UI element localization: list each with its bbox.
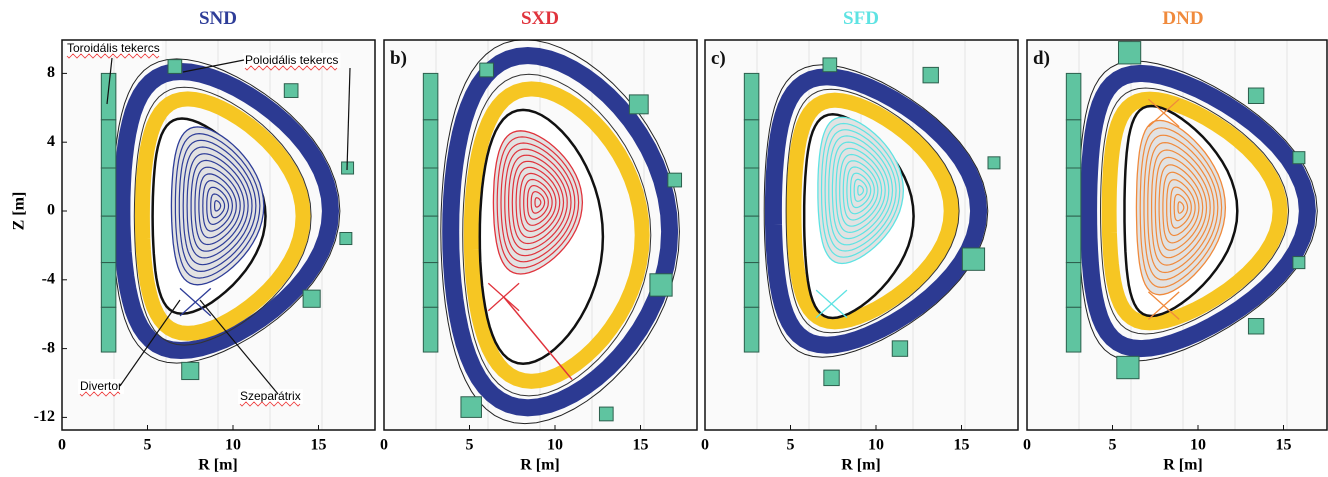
central-solenoid <box>101 168 116 216</box>
y-tick-label: 8 <box>47 64 55 81</box>
annotation: Toroidális tekercs <box>67 41 160 55</box>
pf-coil <box>892 341 907 356</box>
x-tick-label: 5 <box>466 437 474 454</box>
pf-coil <box>823 58 837 72</box>
y-tick-label: 0 <box>47 202 55 219</box>
central-solenoid <box>1066 168 1081 216</box>
central-solenoid <box>101 263 116 308</box>
y-tick-label: -8 <box>42 339 55 356</box>
x-tick-label: 15 <box>954 437 970 454</box>
pf-coil <box>668 173 682 187</box>
panel-title: DND <box>1162 8 1203 29</box>
central-solenoid <box>423 263 438 308</box>
x-tick-label: 10 <box>547 437 563 454</box>
pf-coil <box>340 233 352 245</box>
panel-label: c) <box>711 48 726 69</box>
panel <box>705 40 1018 430</box>
y-tick-label: -4 <box>42 270 55 287</box>
panel-label: b) <box>390 48 407 69</box>
pf-coil <box>480 63 494 77</box>
pf-coil <box>650 274 672 296</box>
annotation: Poloidális tekercs <box>245 53 338 67</box>
central-solenoid <box>1066 307 1081 352</box>
pf-coil <box>599 407 613 421</box>
central-solenoid <box>744 307 759 352</box>
pf-coil <box>824 370 839 385</box>
x-tick-label: 0 <box>701 437 709 454</box>
panel-title: SXD <box>521 8 559 29</box>
pf-coil <box>962 248 984 270</box>
x-tick-label: 10 <box>225 437 241 454</box>
x-tick-label: 10 <box>1190 437 1206 454</box>
annotation: Szeparátrix <box>240 389 301 403</box>
x-axis-label: R [m] <box>198 457 238 474</box>
central-solenoid <box>1066 263 1081 308</box>
y-tick-label: -12 <box>34 408 55 425</box>
x-tick-label: 5 <box>144 437 152 454</box>
panels: SND 0 5 10 15 R [m] SXD b) 0 5 10 15 R [m] SFD c) 0 5 10 1… <box>11 8 1327 474</box>
pf-coil <box>988 157 1000 169</box>
x-tick-label: 15 <box>1276 437 1292 454</box>
pf-coil <box>629 95 648 114</box>
figure: SND 0 5 10 15 R [m] SXD b) 0 5 10 15 R [m] SFD c) 0 5 10 1… <box>0 0 1328 477</box>
x-tick-label: 0 <box>58 437 66 454</box>
central-solenoid <box>1066 73 1081 119</box>
x-tick-label: 5 <box>787 437 795 454</box>
central-solenoid <box>423 307 438 352</box>
x-tick-label: 0 <box>1023 437 1031 454</box>
annotation: Divertor <box>80 379 122 393</box>
pf-coil <box>182 362 199 379</box>
x-axis-label: R [m] <box>1163 457 1203 474</box>
pf-coil <box>1118 42 1140 64</box>
x-axis-label: R [m] <box>841 457 881 474</box>
central-solenoid <box>744 263 759 308</box>
pf-coil <box>923 67 938 82</box>
central-solenoid <box>744 120 759 168</box>
x-tick-label: 15 <box>311 437 327 454</box>
central-solenoid <box>423 168 438 216</box>
central-solenoid <box>101 216 116 262</box>
central-solenoid <box>744 168 759 216</box>
panel <box>1027 40 1327 430</box>
pf-coil <box>1248 319 1263 334</box>
pf-coil <box>1248 88 1263 103</box>
central-solenoid <box>101 307 116 352</box>
central-solenoid <box>101 73 116 119</box>
pf-coil <box>284 84 298 98</box>
central-solenoid <box>744 73 759 119</box>
pf-coil <box>461 397 482 418</box>
pf-coil <box>168 60 182 74</box>
panel-label: d) <box>1033 48 1050 69</box>
panel <box>62 40 375 430</box>
panel <box>384 40 697 430</box>
central-solenoid <box>423 216 438 262</box>
x-tick-label: 5 <box>1109 437 1117 454</box>
pf-coil <box>303 290 320 307</box>
central-solenoid <box>1066 120 1081 168</box>
central-solenoid <box>744 216 759 262</box>
panel-title: SND <box>199 8 237 29</box>
x-tick-label: 15 <box>633 437 649 454</box>
x-tick-label: 10 <box>868 437 884 454</box>
panel-title: SFD <box>843 8 879 29</box>
pf-coil <box>1293 152 1305 164</box>
x-axis-label: R [m] <box>520 457 560 474</box>
y-tick-label: 4 <box>47 133 55 150</box>
pf-coil <box>1293 257 1305 269</box>
central-solenoid <box>423 73 438 119</box>
central-solenoid <box>423 120 438 168</box>
pf-coil <box>1117 356 1139 378</box>
y-axis-label: Z [m] <box>11 192 28 231</box>
central-solenoid <box>1066 216 1081 262</box>
central-solenoid <box>101 120 116 168</box>
x-tick-label: 0 <box>380 437 388 454</box>
